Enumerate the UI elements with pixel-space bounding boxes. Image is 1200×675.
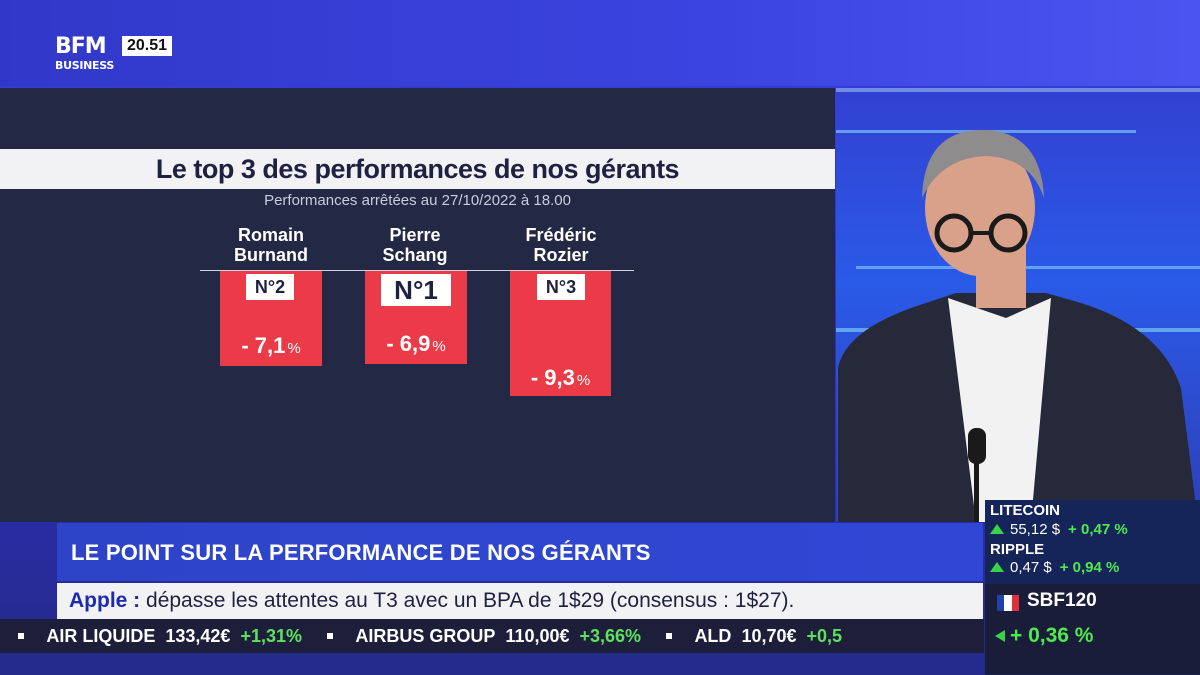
performance-bar: N°3 - 9,3% [510,271,611,396]
manager-last-name: Schang [382,245,448,265]
index-change-value: + 0,36 % [1010,624,1094,647]
manager-first-name: Romain [237,225,304,245]
chart-baseline [200,270,634,271]
ticker-name: ALD [694,626,732,646]
percent-unit: % [287,340,301,357]
performance-number: - 6,9 [386,331,431,356]
percent-unit: % [432,338,446,355]
ticker-price: 133,42€ [165,626,231,646]
manager-first-name: Pierre [389,225,441,245]
graphic-subtitle: Performances arrêtées au 27/10/2022 à 18… [264,192,571,209]
performance-bar: N°1 - 6,9% [365,271,467,364]
news-crawl: Apple : dépasse les attentes au T3 avec … [57,583,983,619]
manager-name: Romain Burnand [211,225,331,265]
ticker-separator-icon [327,632,334,639]
graphic-title: Le top 3 des performances de nos gérants [155,154,680,184]
ticker-change: +0,5 [806,626,843,646]
market-panel: LITECOIN 55,12 $ + 0,47 % RIPPLE 0,47 $ + … [985,500,1200,675]
ticker-items: AIR LIQUIDE 133,42€ +1,31% AIRBUS GROUP … [18,619,842,653]
manager-last-name: Burnand [234,245,308,265]
crypto-quote: 0,47 $ + 0,94 % [990,559,1119,576]
clock: 20.51 [122,36,173,56]
performance-value: - 6,9% [365,331,467,357]
title-bar: Le top 3 des performances de nos gérants [0,149,835,189]
stock-ticker: AIR LIQUIDE 133,42€ +1,31% AIRBUS GROUP … [0,619,984,653]
guest-figure [838,129,1198,522]
index-quote: SBF120 + 0,36 % [985,584,1200,674]
crypto-price: 0,47 $ [1010,559,1052,576]
rank-badge: N°3 [537,274,585,300]
percent-unit: % [576,372,591,389]
ticker-price: 110,00€ [505,626,570,646]
manager-first-name: Frédéric [525,225,597,245]
logo-business-text: BUSINESS [55,59,115,72]
manager-name: Pierre Schang [355,225,475,265]
index-change: + 0,36 % [995,624,1093,648]
performance-number: - 9,3 [530,365,575,390]
rank-badge: N°2 [246,274,294,300]
crypto-name: RIPPLE [990,541,1045,558]
ticker-separator-icon [666,632,673,639]
studio-video [836,88,1200,522]
segment-title: LE POINT SUR LA PERFORMANCE DE NOS GÉRAN… [71,540,651,565]
ticker-change: +3,66% [579,626,642,646]
crypto-quote: 55,12 $ + 0,47 % [990,521,1128,538]
ticker-name: AIRBUS GROUP [355,626,496,646]
crypto-name: LITECOIN [990,502,1060,519]
news-company: Apple : [69,589,141,612]
news-text: dépasse les attentes au T3 avec un BPA d… [146,589,795,612]
performance-value: - 9,3% [510,365,611,391]
lower-third: LE POINT SUR LA PERFORMANCE DE NOS GÉRAN… [57,523,983,581]
up-arrow-icon [990,562,1004,572]
ticker-separator-icon [18,632,24,639]
news-headline: Apple : dépasse les attentes au T3 avec … [69,583,794,619]
performance-number: - 7,1 [241,333,286,358]
crypto-change: + 0,94 % [1059,559,1120,576]
studio-light [836,88,1200,92]
bfm-business-logo: BFM BUSINESS [55,34,115,72]
crypto-price: 55,12 $ [1010,521,1061,538]
performance-graphic: Le top 3 des performances de nos gérants… [0,88,835,522]
index-name: SBF120 [1027,590,1097,611]
ticker-name: AIR LIQUIDE [46,626,156,646]
top-band [0,0,1200,86]
microphone-icon [968,428,986,464]
up-arrow-icon [995,630,1005,642]
logo-bfm-text: BFM [55,34,107,59]
performance-value: - 7,1% [220,333,322,359]
manager-last-name: Rozier [533,245,589,265]
crypto-change: + 0,47 % [1068,521,1128,538]
studio-light [856,266,1200,269]
up-arrow-icon [990,524,1004,534]
performance-bar: N°2 - 7,1% [220,271,322,366]
france-flag-icon [997,595,1019,611]
ticker-change: +1,31% [240,626,303,646]
ticker-price: 10,70€ [741,626,797,646]
manager-name: Frédéric Rozier [501,225,621,265]
rank-badge: N°1 [381,274,451,306]
